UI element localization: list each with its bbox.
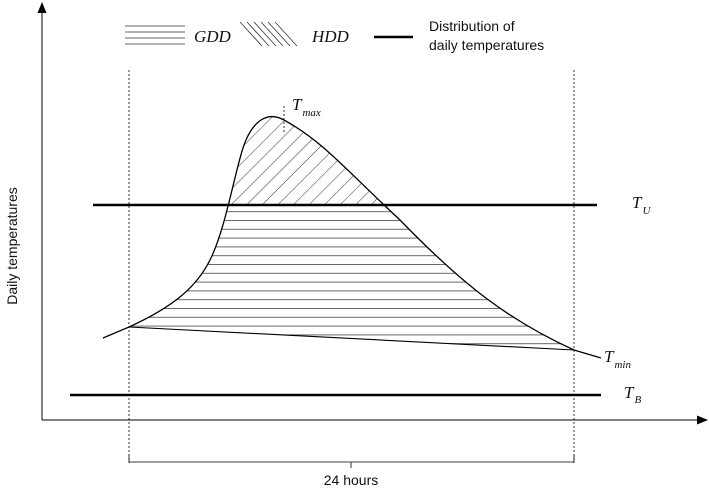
- legend-hdd-swatch: [239, 21, 298, 47]
- axes: [37, 2, 708, 425]
- t-u-main: T: [632, 193, 643, 212]
- t-min-sub: min: [614, 359, 631, 371]
- span-bracket: [128, 455, 575, 463]
- t-max-sub: max: [302, 107, 320, 119]
- x-axis-arrow-icon: [697, 415, 708, 425]
- t-max-main: T: [292, 95, 303, 114]
- gdd-region: [129, 205, 574, 350]
- t-min-main: T: [604, 347, 615, 366]
- y-axis-label: Daily temperatures: [4, 187, 20, 305]
- y-axis-arrow-icon: [37, 2, 47, 13]
- t-u-sub: U: [642, 205, 651, 217]
- legend: GDD HDD Distribution of daily temperatur…: [125, 18, 544, 53]
- t-min-label: Tmin: [604, 347, 631, 371]
- t-b-sub: B: [634, 394, 641, 406]
- t-b-label: TB: [624, 383, 641, 406]
- legend-gdd-label: GDD: [194, 27, 232, 46]
- t-b-main: T: [624, 383, 635, 402]
- temperature-distribution-curve: [102, 115, 602, 359]
- t-max-label: Tmax: [292, 95, 321, 119]
- legend-hdd-label: HDD: [311, 27, 350, 46]
- legend-distribution-label-line1: Distribution of: [429, 18, 515, 34]
- hdd-region: [228, 116, 385, 205]
- legend-gdd-swatch: [125, 25, 185, 45]
- legend-distribution-label-line2: daily temperatures: [429, 37, 544, 53]
- t-u-label: TU: [632, 193, 651, 217]
- x-span-label: 24 hours: [324, 472, 378, 488]
- t-min-baseline: [128, 326, 575, 351]
